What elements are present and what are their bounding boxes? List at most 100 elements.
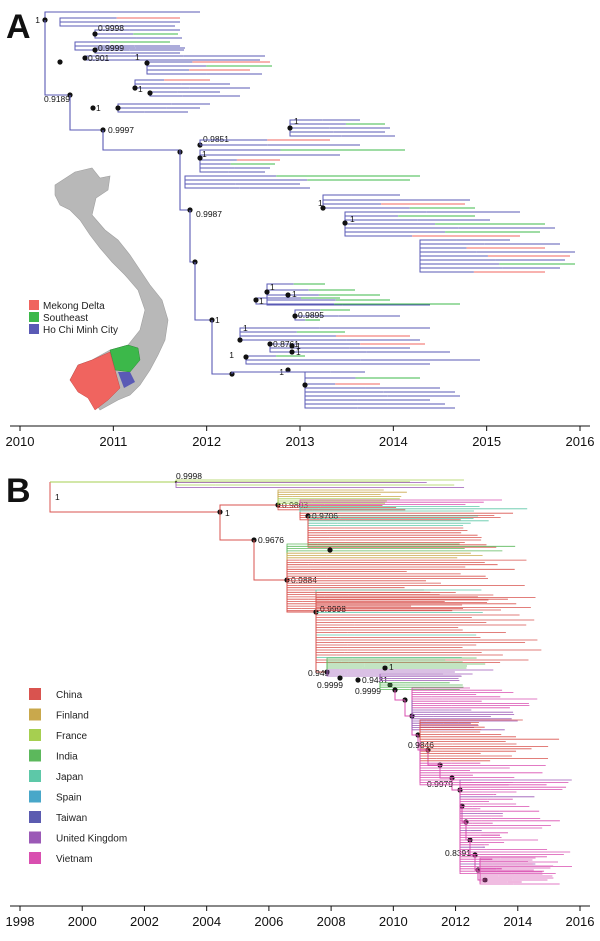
tree-branch bbox=[459, 800, 482, 822]
support-value: 0.901 bbox=[88, 53, 110, 63]
node-marker bbox=[287, 125, 293, 131]
axis-tick-label: 2010 bbox=[379, 914, 408, 929]
tree-branch bbox=[459, 800, 479, 874]
tree-branch bbox=[146, 63, 207, 75]
axis-tick-label: 2012 bbox=[192, 434, 221, 449]
support-value: 1 bbox=[202, 149, 207, 159]
tree-branch bbox=[117, 108, 145, 113]
tree-branch bbox=[184, 178, 240, 189]
tree-branch bbox=[149, 93, 183, 97]
node-marker bbox=[243, 354, 249, 360]
legend-swatch bbox=[29, 749, 41, 762]
tree-branch bbox=[184, 178, 236, 185]
panel-b-tree: 10.999810.98030.97060.96760.98840.99980.… bbox=[49, 471, 572, 885]
support-value: 0.9998 bbox=[98, 23, 124, 33]
node-marker bbox=[253, 297, 259, 303]
legend-label: Ho Chi Minh City bbox=[43, 325, 118, 336]
tree-branch bbox=[179, 150, 190, 211]
tree-branch bbox=[411, 700, 449, 702]
tree-branch bbox=[299, 510, 315, 512]
node-marker bbox=[197, 155, 203, 161]
axis-tick-label: 2002 bbox=[130, 914, 159, 929]
support-value: 1 bbox=[96, 103, 101, 113]
tree-branch bbox=[102, 130, 180, 151]
legend-swatch bbox=[29, 300, 39, 310]
tree-branch bbox=[419, 239, 457, 245]
panel-b-time-axis: 1998 2000 2002 2004 2006 2008 2010 2012 2014 2016 bbox=[6, 905, 594, 929]
legend-label: France bbox=[56, 731, 88, 742]
tree-branch bbox=[211, 320, 232, 375]
tree-branch bbox=[411, 700, 430, 726]
support-value: 1 bbox=[294, 116, 299, 126]
tree-branch bbox=[411, 696, 432, 700]
tree-branch bbox=[245, 355, 277, 357]
support-value: 1 bbox=[55, 492, 60, 502]
tree-branch bbox=[419, 245, 467, 249]
node-marker bbox=[355, 677, 361, 683]
support-value: 0.9431 bbox=[362, 675, 388, 685]
support-value: 0.9999 bbox=[317, 680, 343, 690]
support-value: 1 bbox=[35, 15, 40, 25]
tree-branch bbox=[286, 580, 316, 613]
support-value: 0.9676 bbox=[258, 535, 284, 545]
panel-b-legend: China Finland France India Japan Spain Taiwan U… bbox=[29, 688, 127, 865]
support-value: 1 bbox=[318, 198, 323, 208]
node-marker bbox=[115, 105, 121, 111]
tree-branch bbox=[315, 612, 337, 656]
legend-label: United Kingdom bbox=[56, 834, 127, 845]
support-value: 0.9997 bbox=[108, 125, 134, 135]
tree-branch bbox=[175, 479, 197, 482]
tree-branch bbox=[59, 17, 117, 22]
tree-branch bbox=[419, 245, 488, 257]
legend-swatch bbox=[29, 729, 41, 741]
legend-label: India bbox=[56, 752, 78, 763]
legend-label: Mekong Delta bbox=[43, 301, 105, 312]
node-marker bbox=[292, 313, 298, 319]
tree-branch bbox=[175, 482, 213, 488]
tree-branch bbox=[149, 91, 178, 93]
axis-tick-label: 2010 bbox=[6, 434, 35, 449]
legend-label: Vietnam bbox=[56, 854, 93, 865]
support-value: 0.8761 bbox=[273, 339, 299, 349]
tree-branch bbox=[74, 41, 111, 45]
legend-label: Taiwan bbox=[56, 813, 87, 824]
tree-branch bbox=[419, 245, 474, 273]
node-marker bbox=[289, 343, 295, 349]
panel-a-letter: A bbox=[6, 8, 31, 46]
axis-tick-label: 2015 bbox=[472, 434, 501, 449]
tree-branch bbox=[277, 502, 313, 505]
tree-branch bbox=[411, 700, 451, 720]
node-marker bbox=[285, 367, 291, 373]
tree-branch bbox=[344, 223, 413, 237]
tree-branch bbox=[419, 726, 435, 740]
tree-branch bbox=[219, 504, 278, 512]
support-value: 0.8391 bbox=[445, 848, 471, 858]
tree-branch bbox=[299, 512, 323, 521]
support-value: 1 bbox=[225, 508, 230, 518]
support-value: 0.9979 bbox=[427, 779, 453, 789]
tree-branch bbox=[479, 867, 520, 870]
node-marker bbox=[337, 675, 343, 681]
tree-branch bbox=[326, 665, 365, 672]
tree-branch bbox=[326, 669, 340, 672]
legend-swatch bbox=[29, 708, 41, 721]
legend-label: Japan bbox=[56, 772, 83, 783]
node-marker bbox=[90, 105, 96, 111]
node-marker bbox=[382, 665, 388, 671]
support-value: 1 bbox=[389, 662, 394, 672]
tree-branch bbox=[427, 750, 440, 766]
support-value: 0.9884 bbox=[291, 575, 317, 585]
support-value: 1 bbox=[243, 323, 248, 333]
legend-swatch bbox=[29, 312, 39, 322]
node-marker bbox=[264, 289, 270, 295]
support-value: 1 bbox=[259, 296, 264, 306]
axis-tick-label: 2006 bbox=[254, 914, 283, 929]
tree-branch bbox=[299, 512, 311, 514]
support-value: 0.9998 bbox=[320, 604, 346, 614]
support-value: 0.9987 bbox=[196, 209, 222, 219]
axis-tick-label: 2008 bbox=[317, 914, 346, 929]
tree-branch bbox=[266, 283, 294, 292]
tree-branch bbox=[184, 175, 277, 178]
tree-branch bbox=[459, 786, 482, 800]
support-value: 0.9851 bbox=[203, 134, 229, 144]
